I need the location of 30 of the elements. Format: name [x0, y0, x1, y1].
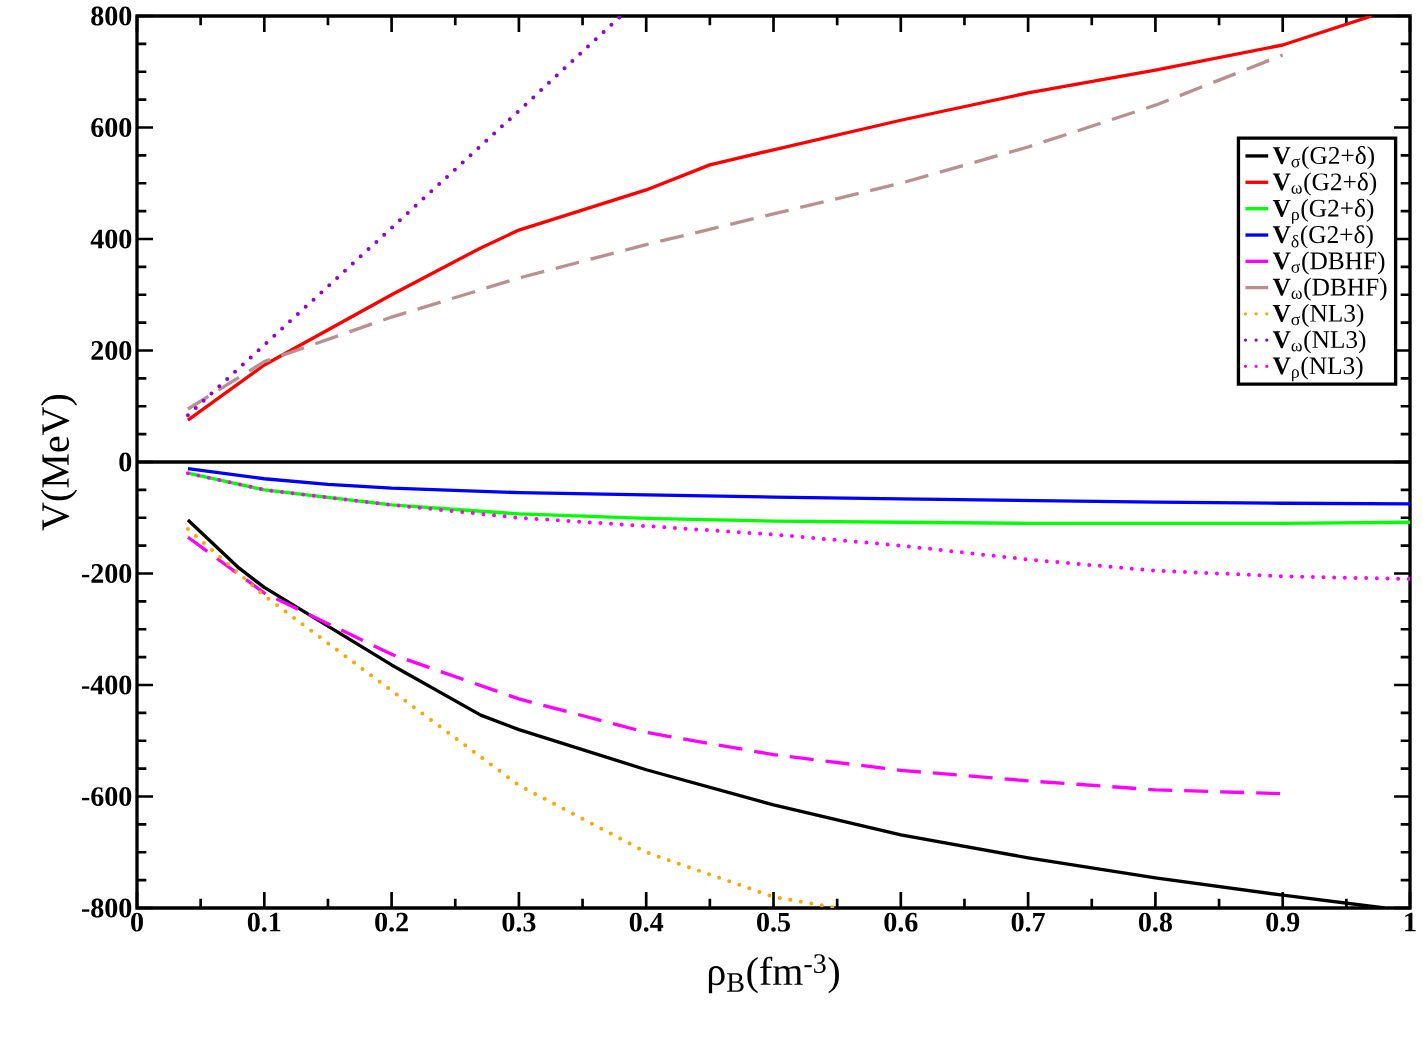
y-tick-label: 800	[91, 6, 132, 26]
x-axis-title: ρ$_{B}$(fm$^{-3}$)	[708, 954, 839, 994]
x-tick-label: 0.8	[1138, 912, 1172, 932]
y-tick-label: -400	[81, 675, 132, 695]
x-tick-label: 0.4	[629, 912, 664, 932]
x-tick-label: 0.3	[502, 912, 536, 932]
x-tick-label: 0.6	[884, 912, 918, 932]
y-tick-label: -200	[81, 564, 132, 583]
legend-label: V$_{σ}$(DBHF)	[1272, 251, 1385, 275]
y-tick-label: 400	[90, 229, 132, 249]
y-axis-title: V(MeV)	[40, 394, 78, 531]
y-tick-label: -600	[81, 787, 132, 806]
y-tick-label: -800	[81, 898, 132, 918]
legend-label: V$_{δ}$(G2+δ)	[1272, 225, 1373, 249]
y-tick-label: 200	[91, 341, 132, 360]
legend-label: V$_{ω}$(G2+δ)	[1272, 172, 1377, 196]
x-tick-label: 0.1	[247, 912, 281, 932]
x-tick-label: 0.2	[375, 912, 408, 932]
y-tick-label: 0	[119, 452, 132, 472]
y-tick-label: 600	[91, 118, 132, 137]
legend-label: V$_{σ}$(NL3)	[1272, 304, 1364, 328]
x-tick-label: 0.9	[1266, 912, 1300, 932]
legend-label: V$_{σ}$(G2+δ)	[1272, 146, 1374, 170]
legend-label: V$_{ρ}$(NL3)	[1272, 356, 1363, 382]
x-tick-label: 1	[1405, 912, 1416, 932]
legend-label: V$_{ρ}$(G2+δ)	[1272, 198, 1374, 224]
legend-label: V$_{ω}$(DBHF)	[1272, 277, 1387, 301]
x-tick-label: 0.5	[757, 912, 790, 932]
legend-label: V$_{ω}$(NL3)	[1272, 330, 1366, 354]
x-tick-label: 0.7	[1011, 912, 1045, 932]
